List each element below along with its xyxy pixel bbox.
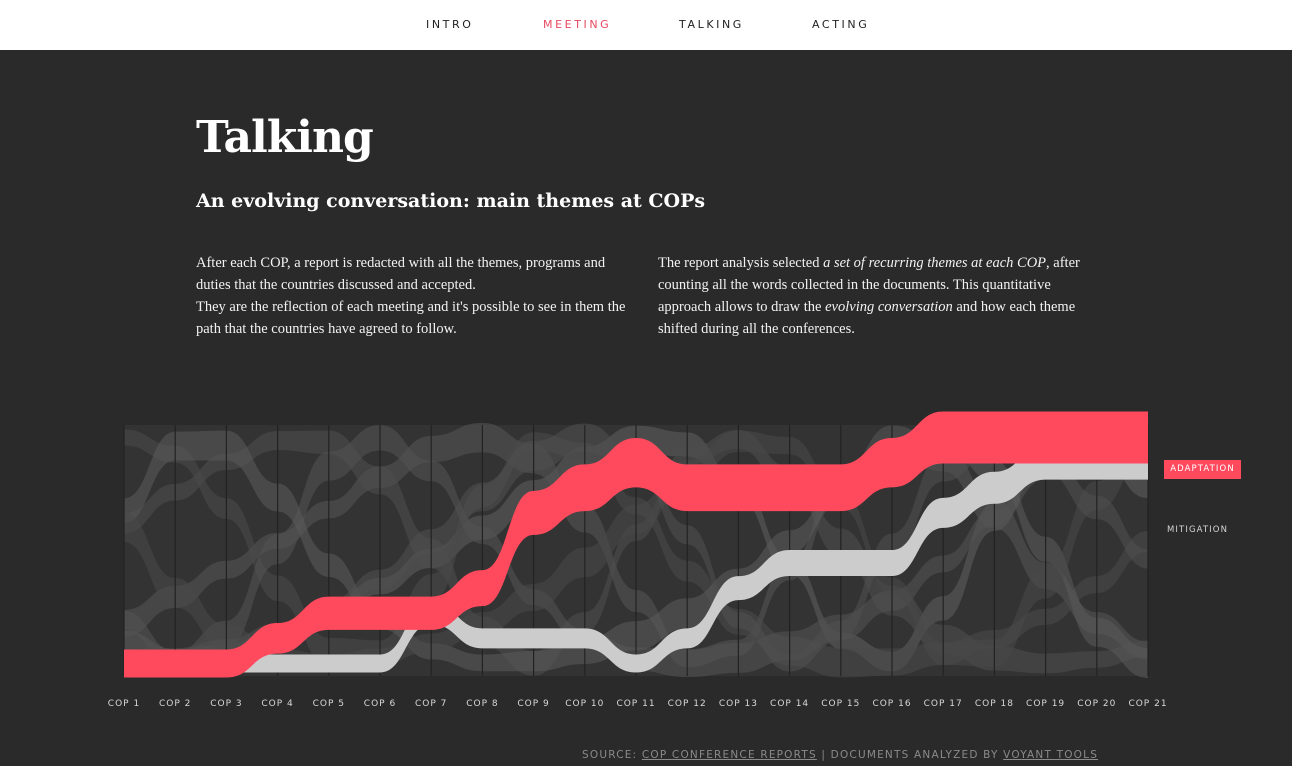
x-label-cop-13: COP 13 <box>719 699 758 709</box>
x-label-cop-11: COP 11 <box>616 699 655 709</box>
source-prefix: SOURCE: <box>582 749 642 761</box>
intro-right-text-2: , after counting all the words collected… <box>658 255 1080 315</box>
intro-right-text-3: and how each theme shifted during all th… <box>658 299 1076 337</box>
x-label-cop-8: COP 8 <box>466 699 498 709</box>
intro-right-paragraph: The report analysis selected a set of re… <box>658 252 1103 340</box>
x-label-cop-16: COP 16 <box>872 699 911 709</box>
x-label-cop-12: COP 12 <box>668 699 707 709</box>
x-label-cop-3: COP 3 <box>210 699 242 709</box>
intro-left-line-2: They are the reflection of each meeting … <box>196 299 626 337</box>
source-link-voyant-tools[interactable]: VOYANT TOOLS <box>1003 749 1099 761</box>
x-label-cop-1: COP 1 <box>108 699 140 709</box>
intro-left-paragraph: After each COP, a report is redacted wit… <box>196 252 626 340</box>
legend-adaptation[interactable]: ADAPTATION <box>1164 460 1241 479</box>
intro-right-text-1: The report analysis selected <box>658 255 824 271</box>
mitigation-stream[interactable] <box>124 445 1148 673</box>
x-label-cop-10: COP 10 <box>565 699 604 709</box>
x-label-cop-14: COP 14 <box>770 699 809 709</box>
intro-left-line-1: After each COP, a report is redacted wit… <box>196 255 606 293</box>
x-label-cop-20: COP 20 <box>1077 699 1116 709</box>
x-axis-labels: COP 1 COP 2 COP 3 COP 4 COP 5 COP 6 COP 7 COP 8… <box>108 699 1167 709</box>
nav-intro[interactable]: INTRO <box>426 18 474 31</box>
x-label-cop-19: COP 19 <box>1026 699 1065 709</box>
x-label-cop-18: COP 18 <box>975 699 1014 709</box>
x-label-cop-7: COP 7 <box>415 699 447 709</box>
x-label-cop-17: COP 17 <box>924 699 963 709</box>
nav-meeting[interactable]: MEETING <box>543 18 612 31</box>
x-label-cop-15: COP 15 <box>821 699 860 709</box>
nav-talking[interactable]: TALKING <box>679 18 744 31</box>
legend-mitigation[interactable]: MITIGATION <box>1167 525 1229 535</box>
source-note: SOURCE: COP CONFERENCE REPORTS | DOCUMEN… <box>582 749 1098 761</box>
x-label-cop-5: COP 5 <box>313 699 345 709</box>
x-label-cop-2: COP 2 <box>159 699 191 709</box>
intro-right-emphasis-1: a set of recurring themes at each COP <box>823 255 1047 271</box>
x-label-cop-4: COP 4 <box>261 699 293 709</box>
x-label-cop-9: COP 9 <box>517 699 549 709</box>
source-link-cop-reports[interactable]: COP CONFERENCE REPORTS <box>641 749 817 761</box>
x-label-cop-6: COP 6 <box>364 699 396 709</box>
page-title: Talking <box>196 112 374 163</box>
nav-acting[interactable]: ACTING <box>812 18 870 31</box>
highlighted-streams <box>124 411 1148 678</box>
source-separator: | DOCUMENTS ANALYZED BY <box>816 749 1004 761</box>
adaptation-stream[interactable] <box>124 411 1148 678</box>
x-label-cop-21: COP 21 <box>1128 699 1167 709</box>
intro-right-emphasis-2: evolving conversation <box>825 299 953 315</box>
top-navigation: INTRO MEETING TALKING ACTING <box>0 0 1292 50</box>
page-subtitle: An evolving conversation: main themes at… <box>196 190 706 212</box>
